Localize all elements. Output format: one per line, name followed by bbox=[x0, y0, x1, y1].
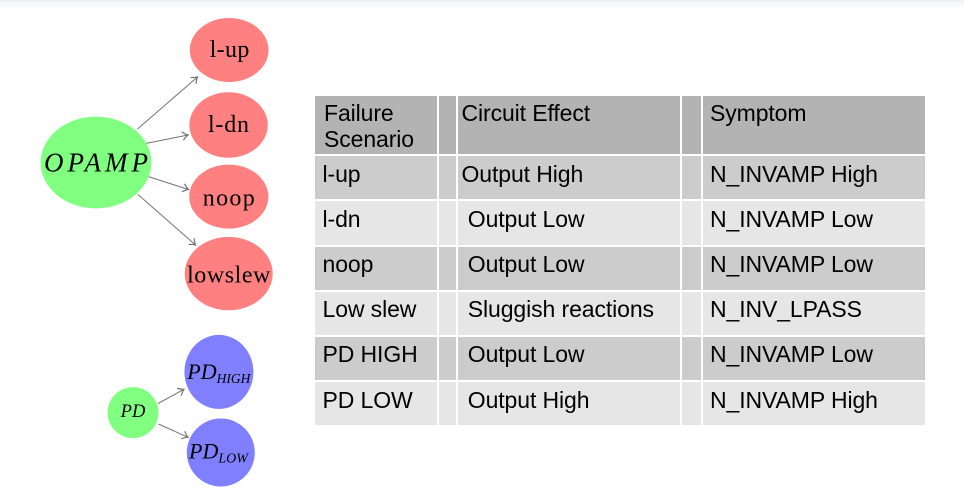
svg-text:l-up: l-up bbox=[210, 37, 250, 63]
svg-text:l-dn: l-dn bbox=[208, 112, 250, 138]
svg-text:PD: PD bbox=[120, 402, 146, 422]
svg-text:lowslew: lowslew bbox=[187, 263, 271, 289]
svg-text:noop: noop bbox=[203, 186, 256, 212]
svg-text:OPAMP: OPAMP bbox=[44, 148, 152, 178]
